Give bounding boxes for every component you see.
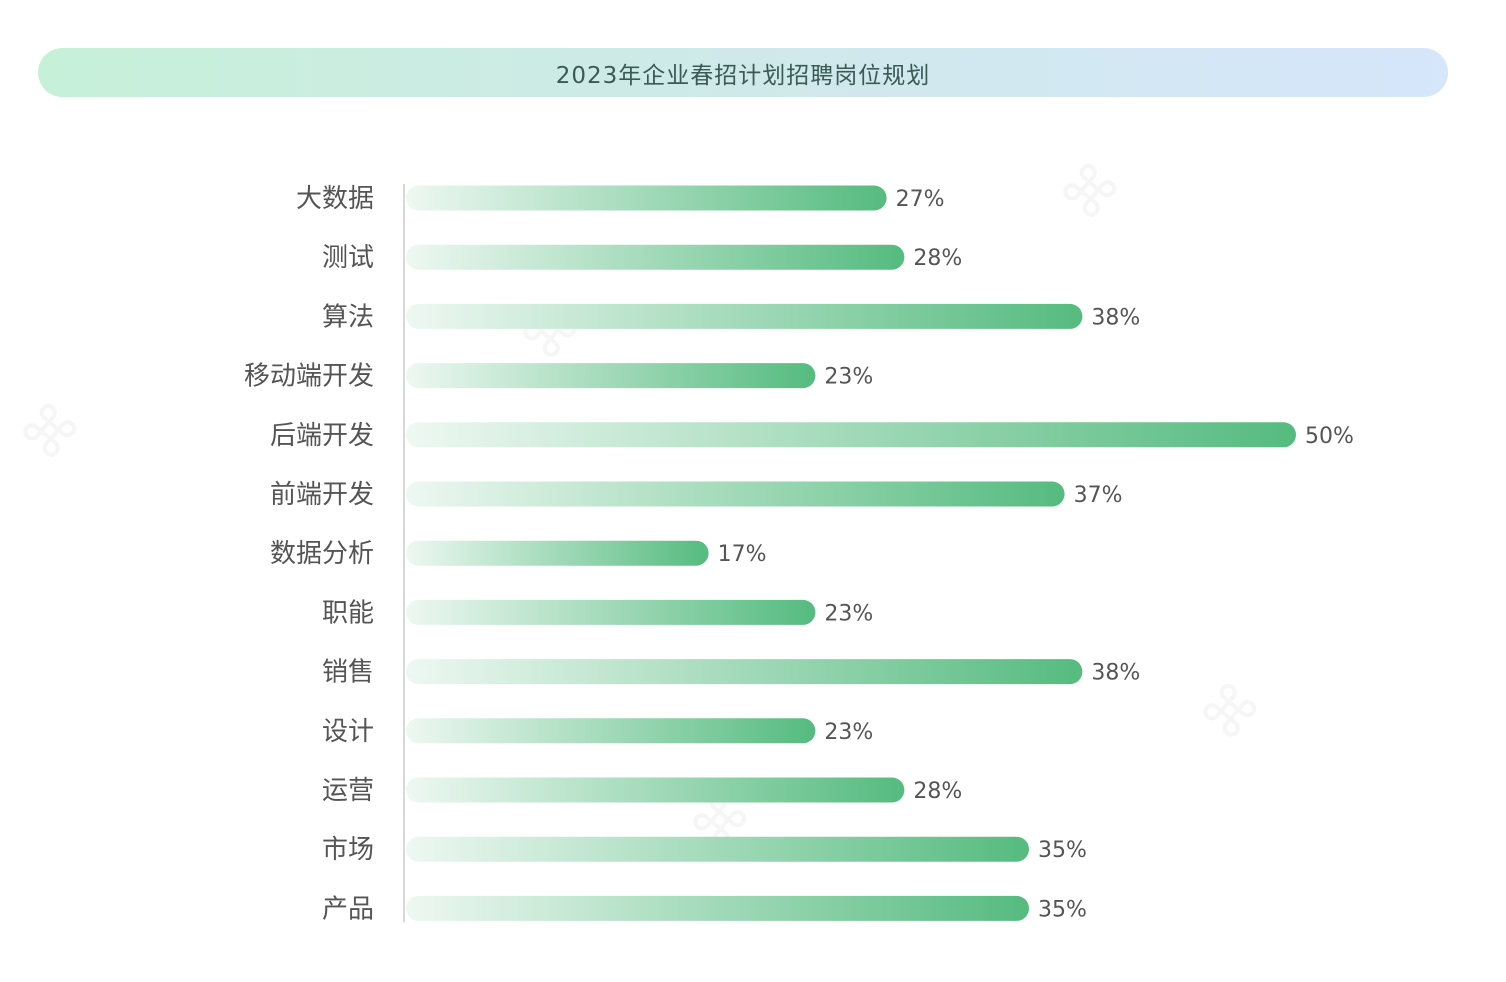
category-label: 设计 [322,717,374,747]
bar [406,540,709,566]
category-label: 市场 [322,835,374,865]
category-label: 大数据 [296,184,374,214]
chart-title: 2023年企业春招计划招聘岗位规划 [555,62,931,89]
category-label: 算法 [322,302,374,332]
category-label: 前端开发 [270,480,374,510]
bar [406,599,816,625]
category-label: 销售 [322,658,374,688]
bar [406,185,887,211]
value-label: 17% [718,542,767,567]
category-label: 数据分析 [270,539,374,569]
bar [406,363,816,389]
category-label: 移动端开发 [244,362,374,392]
title-banner: 2023年企业春招计划招聘岗位规划 [38,48,1448,97]
category-label: 职能 [322,598,374,628]
bar [406,481,1065,507]
value-label: 23% [824,601,873,626]
bar [406,836,1029,862]
category-label: 产品 [322,894,374,924]
bar [406,777,905,803]
bar [406,895,1029,921]
category-label: 测试 [322,243,374,273]
bar [406,422,1296,448]
bar [406,718,816,744]
bar [406,659,1083,685]
bar [406,244,905,270]
value-label: 35% [1038,897,1087,922]
value-label: 28% [913,779,962,804]
value-label: 38% [1091,305,1140,330]
value-label: 37% [1074,483,1123,508]
value-label: 50% [1305,424,1354,449]
value-label: 35% [1038,838,1087,863]
bar [406,303,1083,329]
value-label: 38% [1091,661,1140,686]
value-label: 27% [896,187,945,212]
value-label: 28% [913,246,962,271]
category-label: 后端开发 [270,421,374,451]
value-label: 23% [824,365,873,390]
value-label: 23% [824,720,873,745]
category-label: 运营 [322,776,374,806]
